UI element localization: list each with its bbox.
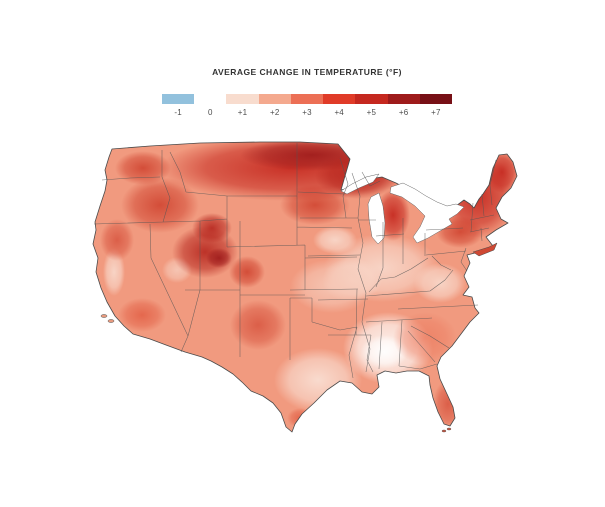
legend-swatch bbox=[226, 94, 259, 104]
legend-tick: +7 bbox=[431, 108, 441, 117]
legend-swatch bbox=[162, 94, 195, 104]
legend-tick: +2 bbox=[270, 108, 280, 117]
legend-tick: +1 bbox=[237, 108, 248, 117]
legend-tick: +3 bbox=[302, 108, 312, 117]
color-legend: AVERAGE CHANGE IN TEMPERATURE (°F) -1 0 … bbox=[162, 67, 452, 117]
legend-swatch bbox=[419, 94, 452, 104]
legend-title: AVERAGE CHANGE IN TEMPERATURE (°F) bbox=[212, 67, 402, 77]
legend-tick: +6 bbox=[398, 108, 409, 117]
legend-tick: -1 bbox=[174, 108, 182, 117]
legend-swatch bbox=[387, 94, 420, 104]
state-borders bbox=[93, 143, 497, 379]
legend-tick: 0 bbox=[208, 108, 213, 117]
coastal-islands bbox=[100, 242, 498, 433]
legend-tick: +5 bbox=[366, 108, 377, 117]
legend-swatch bbox=[323, 94, 356, 104]
legend-tick-labels: -1 0 +1 +2 +3 +4 +5 +6 +7 bbox=[162, 108, 452, 117]
legend-color-bar bbox=[162, 94, 452, 104]
legend-swatch bbox=[290, 94, 324, 104]
legend-tick: +4 bbox=[334, 108, 344, 117]
great-lakes bbox=[340, 173, 465, 245]
legend-swatch bbox=[258, 94, 291, 104]
legend-swatch bbox=[355, 94, 388, 104]
legend-swatch bbox=[194, 94, 227, 104]
